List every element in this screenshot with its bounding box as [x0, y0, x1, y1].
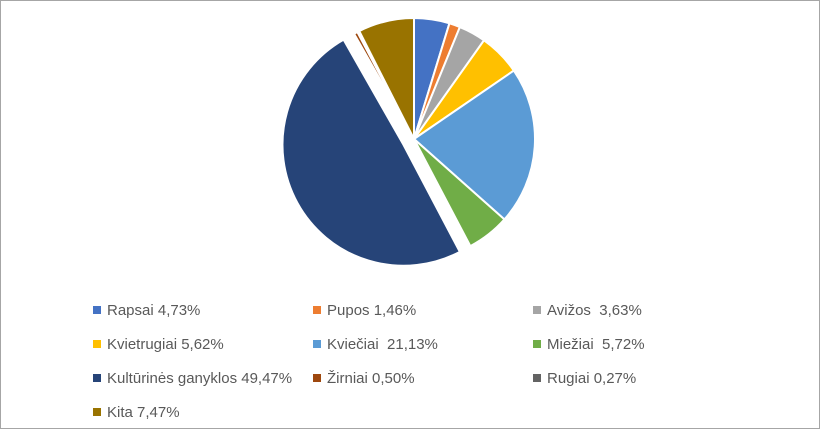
legend-swatch — [533, 340, 541, 348]
pie-slice-5 — [413, 138, 506, 248]
legend-swatch — [93, 340, 101, 348]
legend-label: Žirniai 0,50% — [327, 369, 415, 387]
legend-item-6: Kultūrinės ganyklos 49,47% — [93, 361, 313, 395]
pie-slice-6 — [281, 38, 462, 267]
legend-swatch — [93, 306, 101, 314]
legend-label: Kita 7,47% — [107, 403, 180, 421]
legend-swatch — [533, 306, 541, 314]
legend-label: Miežiai 5,72% — [547, 335, 645, 353]
legend-swatch — [313, 340, 321, 348]
legend-item-1: Pupos 1,46% — [313, 293, 533, 327]
legend-swatch — [93, 374, 101, 382]
legend: Rapsai 4,73% Pupos 1,46% Avižos 3,63% Kviet… — [93, 293, 793, 429]
legend-item-5: Miežiai 5,72% — [533, 327, 753, 361]
legend-item-0: Rapsai 4,73% — [93, 293, 313, 327]
legend-label: Kultūrinės ganyklos 49,47% — [107, 369, 293, 387]
legend-item-2: Avižos 3,63% — [533, 293, 753, 327]
legend-item-8: Rugiai 0,27% — [533, 361, 753, 395]
legend-swatch — [533, 374, 541, 382]
legend-label: Rapsai 4,73% — [107, 301, 201, 319]
legend-item-9: Kita 7,47% — [93, 395, 313, 429]
legend-swatch — [313, 374, 321, 382]
legend-swatch — [93, 408, 101, 416]
legend-item-3: Kvietrugiai 5,62% — [93, 327, 313, 361]
legend-item-7: Žirniai 0,50% — [313, 361, 533, 395]
legend-label: Kviečiai 21,13% — [327, 335, 438, 353]
legend-label: Rugiai 0,27% — [547, 369, 637, 387]
legend-label: Pupos 1,46% — [327, 301, 417, 319]
legend-item-4: Kviečiai 21,13% — [313, 327, 533, 361]
legend-label: Kvietrugiai 5,62% — [107, 335, 224, 353]
legend-swatch — [313, 306, 321, 314]
pie-slice-4 — [412, 69, 536, 221]
pie-slice-9 — [357, 16, 415, 140]
legend-label: Avižos 3,63% — [547, 301, 642, 319]
